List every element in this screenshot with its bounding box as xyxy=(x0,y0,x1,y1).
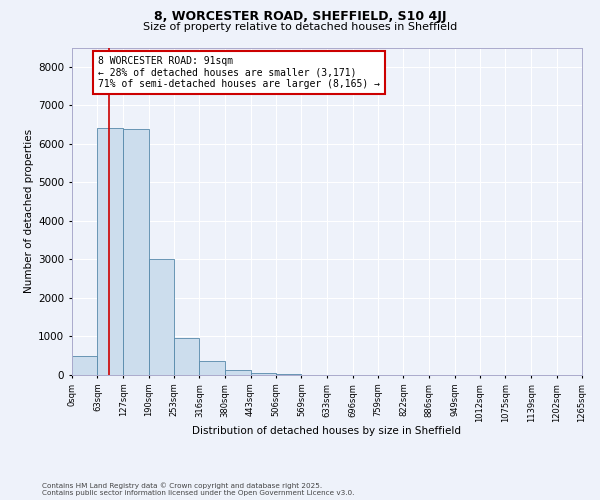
Text: Contains HM Land Registry data © Crown copyright and database right 2025.: Contains HM Land Registry data © Crown c… xyxy=(42,482,322,489)
Bar xyxy=(97,128,123,375)
Bar xyxy=(199,360,225,375)
Bar xyxy=(251,372,276,375)
Bar xyxy=(149,260,174,375)
Text: Size of property relative to detached houses in Sheffield: Size of property relative to detached ho… xyxy=(143,22,457,32)
Bar xyxy=(225,370,251,375)
Text: 8, WORCESTER ROAD, SHEFFIELD, S10 4JJ: 8, WORCESTER ROAD, SHEFFIELD, S10 4JJ xyxy=(154,10,446,23)
Text: Contains public sector information licensed under the Open Government Licence v3: Contains public sector information licen… xyxy=(42,490,355,496)
Bar xyxy=(72,356,97,375)
X-axis label: Distribution of detached houses by size in Sheffield: Distribution of detached houses by size … xyxy=(193,426,461,436)
Bar xyxy=(276,374,301,375)
Bar xyxy=(123,129,149,375)
Bar xyxy=(174,338,199,375)
Y-axis label: Number of detached properties: Number of detached properties xyxy=(24,129,34,294)
Text: 8 WORCESTER ROAD: 91sqm
← 28% of detached houses are smaller (3,171)
71% of semi: 8 WORCESTER ROAD: 91sqm ← 28% of detache… xyxy=(98,56,380,89)
